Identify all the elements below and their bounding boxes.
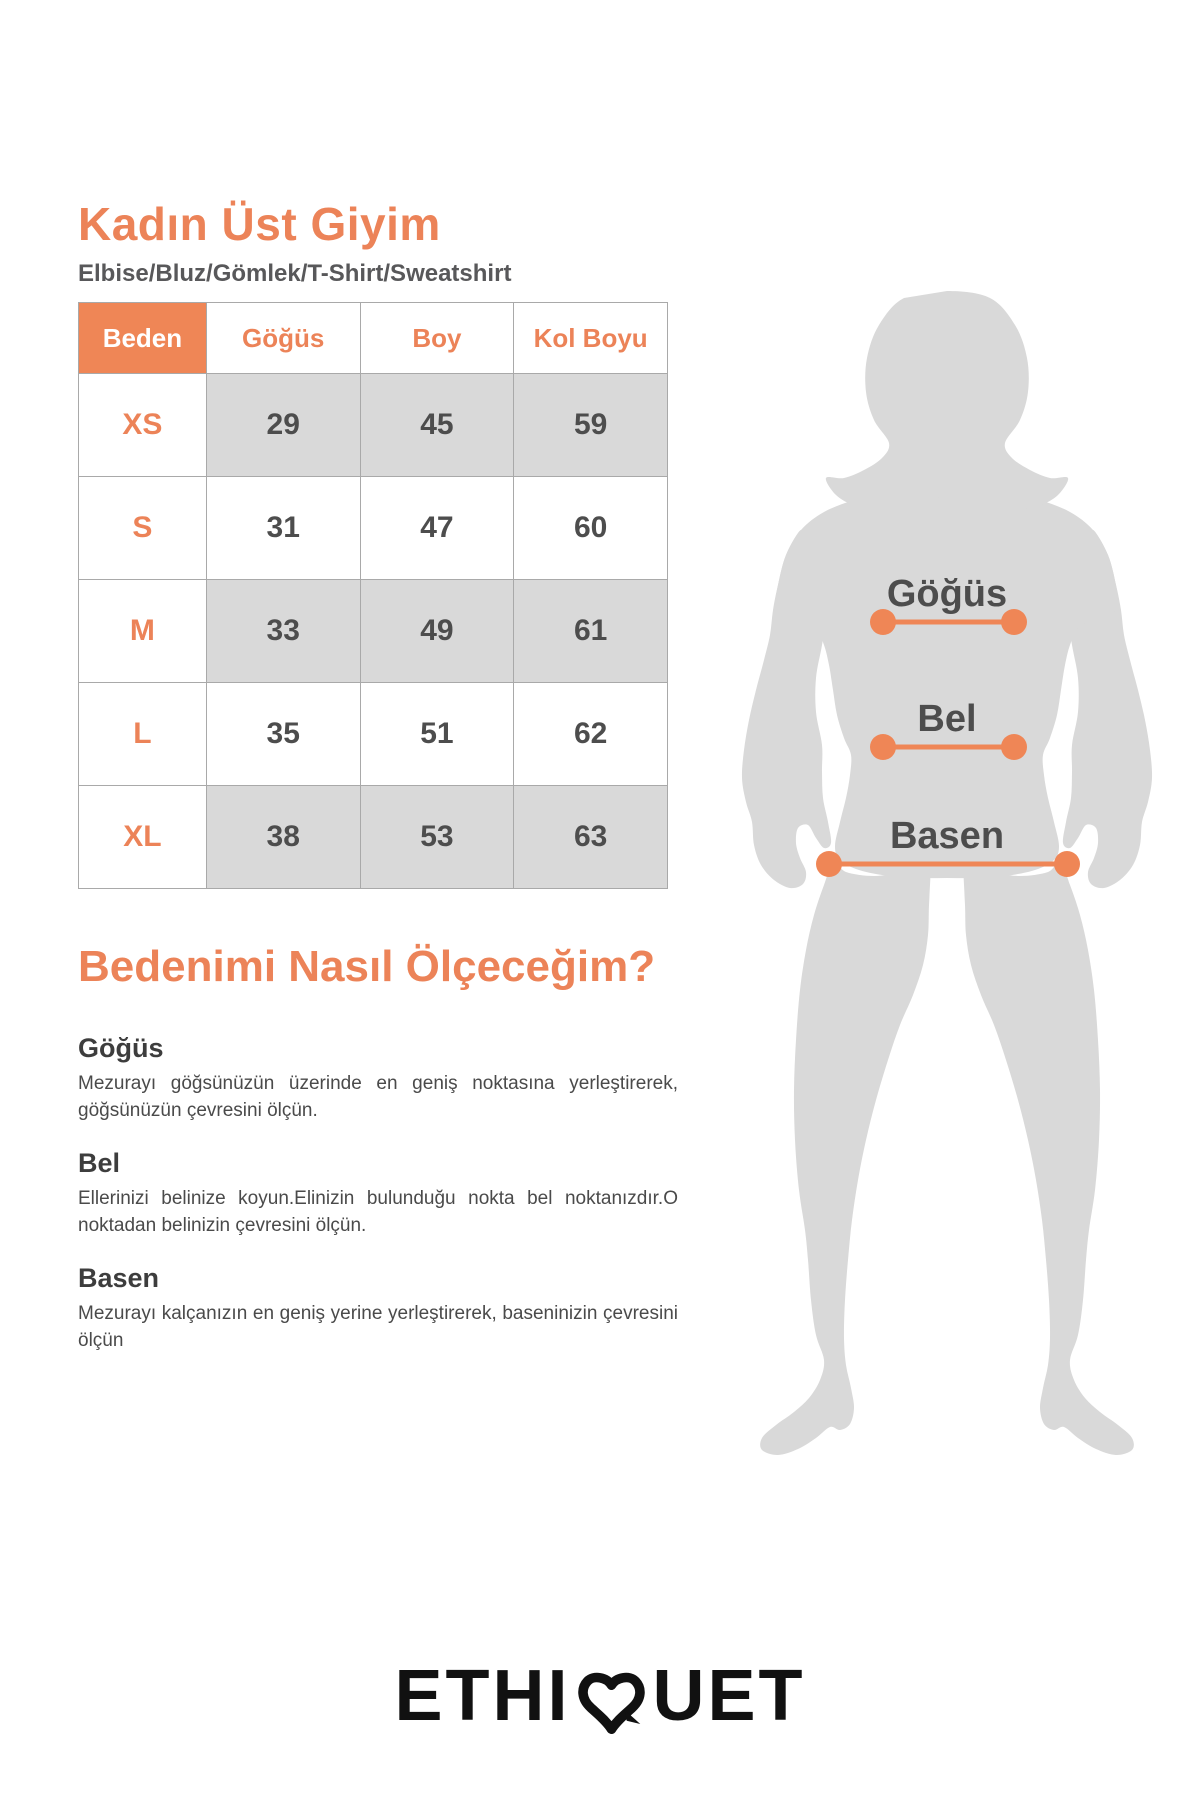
- svg-text:Basen: Basen: [890, 815, 1004, 857]
- svg-text:Bel: Bel: [917, 698, 976, 740]
- svg-text:Göğüs: Göğüs: [887, 573, 1007, 615]
